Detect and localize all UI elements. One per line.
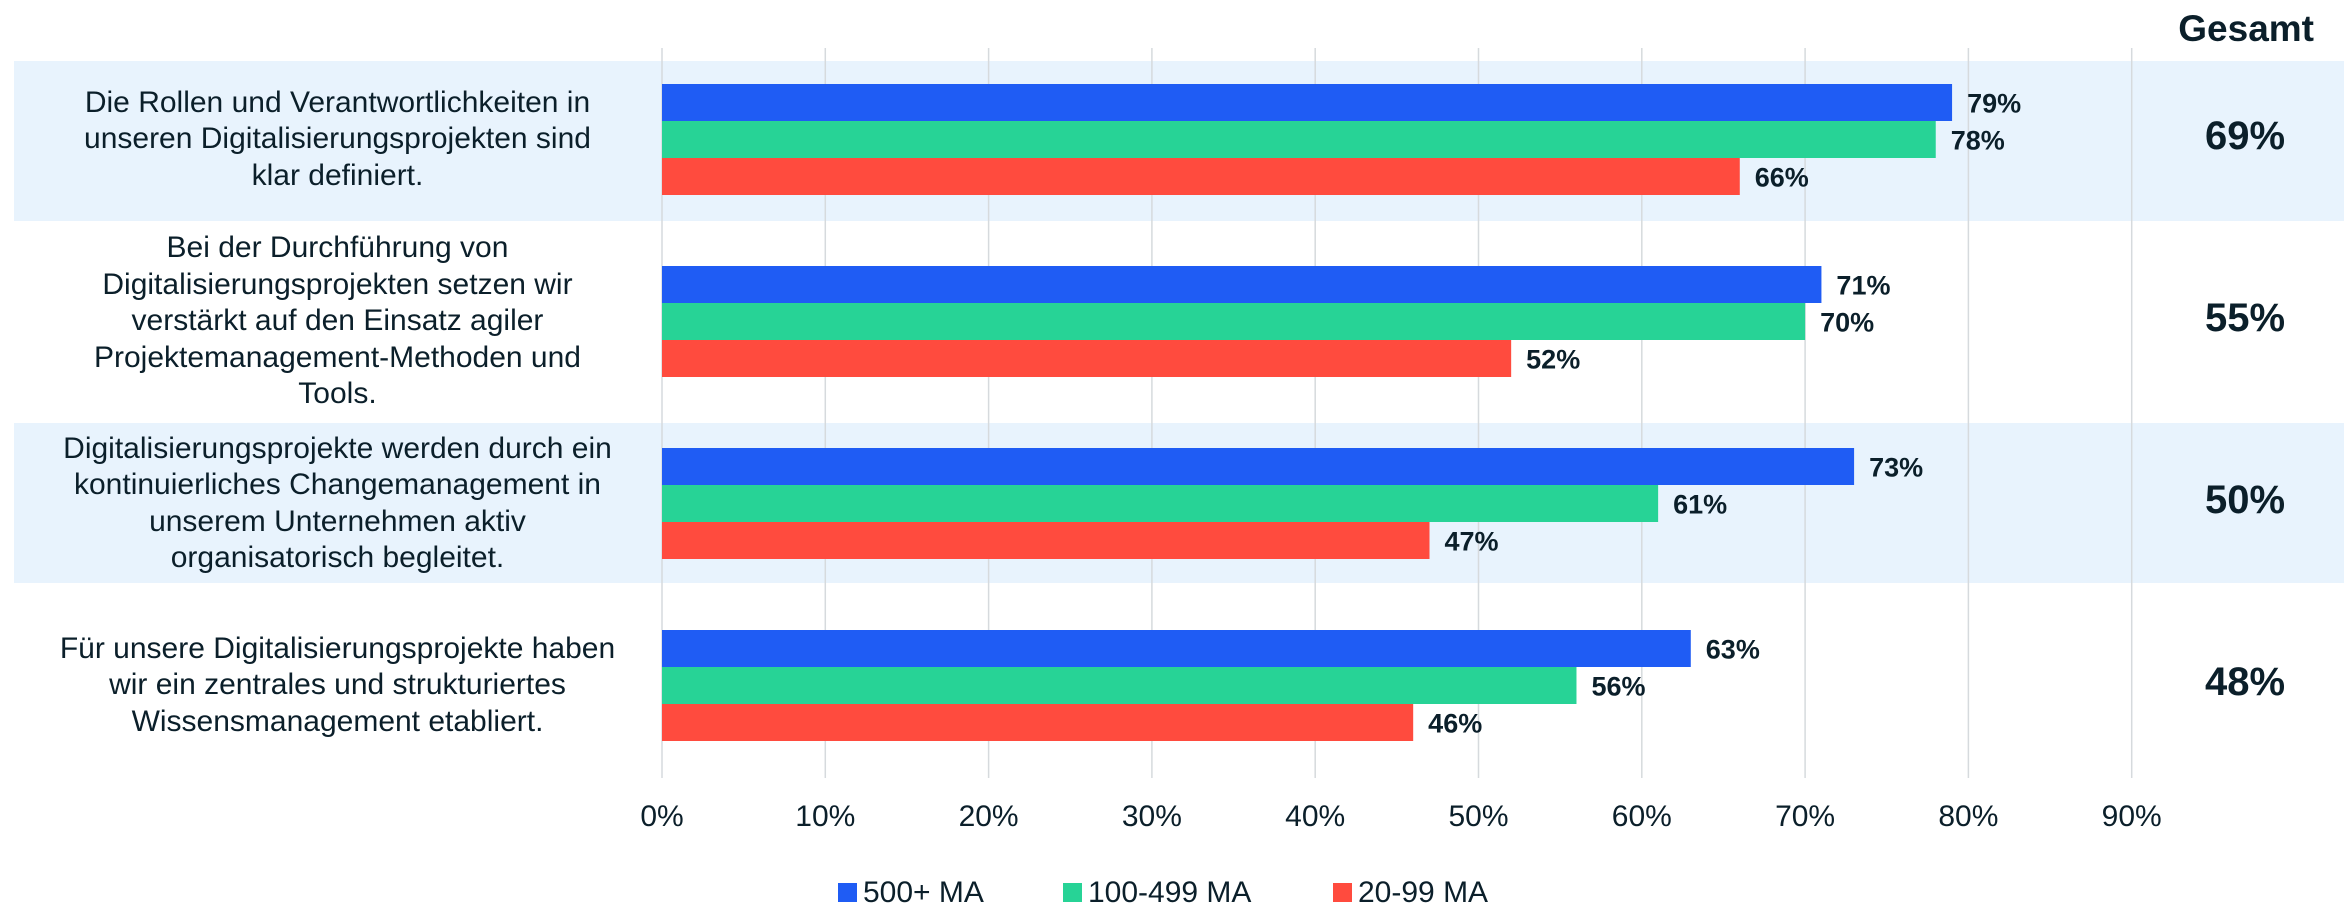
- category-label-line: wir ein zentrales und strukturiertes: [109, 668, 566, 702]
- bar-1-3: [662, 158, 1740, 195]
- bar-2-1: [662, 266, 1822, 303]
- legend-swatch: [1333, 883, 1352, 902]
- category-label-line: Für unsere Digitalisierungsprojekte habe…: [59, 631, 616, 665]
- x-tick-label: 40%: [1285, 800, 1345, 833]
- data-label-4-1: 63%: [1706, 635, 1760, 665]
- bar-4-3: [662, 704, 1414, 741]
- category-label-line: unseren Digitalisierungsprojekten sind: [84, 122, 591, 156]
- category-label-line: Die Rollen und Verantwortlichkeiten in: [84, 85, 591, 119]
- category-label-line: verstärkt auf den Einsatz agiler: [131, 304, 544, 338]
- bar-2-2: [662, 303, 1806, 340]
- category-label-line: Digitalisierungsprojekte werden durch ei…: [63, 431, 612, 465]
- x-tick-label: 20%: [959, 800, 1019, 833]
- x-tick-label: 60%: [1612, 800, 1672, 833]
- category-label-line: Digitalisierungsprojekten setzen wir: [102, 267, 573, 301]
- bar-2-3: [662, 340, 1512, 377]
- x-tick-label: 50%: [1448, 800, 1508, 833]
- total-header: Gesamt: [2178, 8, 2314, 49]
- legend-label: 100-499 MA: [1088, 875, 1252, 909]
- data-label-2-2: 70%: [1820, 308, 1874, 338]
- x-tick-label: 0%: [640, 800, 683, 833]
- total-value: 48%: [2204, 659, 2286, 704]
- data-label-2-1: 71%: [1836, 271, 1890, 301]
- total-value: 69%: [2204, 113, 2286, 158]
- category-label: Digitalisierungsprojekte werden durch ei…: [40, 431, 635, 577]
- bar-3-3: [662, 522, 1430, 559]
- data-label-1-2: 78%: [1951, 126, 2005, 156]
- total-value: 55%: [2204, 295, 2286, 340]
- category-label: Bei der Durchführung von Digitalisierungs…: [40, 230, 635, 413]
- legend-item: 500+ MA: [838, 876, 984, 909]
- legend-swatch: [1063, 883, 1082, 902]
- bar-1-1: [662, 84, 1953, 121]
- category-label-line: klar definiert.: [251, 158, 424, 192]
- data-label-3-3: 47%: [1445, 527, 1499, 557]
- category-label-line: kontinuierliches Changemanagement in: [73, 468, 601, 501]
- category-label-line: organisatorisch begleitet.: [170, 541, 505, 574]
- x-tick-label: 80%: [1938, 800, 1998, 833]
- legend-label: 20-99 MA: [1358, 875, 1489, 909]
- bar-3-1: [662, 448, 1855, 485]
- bar-3-2: [662, 485, 1659, 522]
- data-label-4-3: 46%: [1428, 709, 1482, 739]
- data-label-1-1: 79%: [1967, 89, 2021, 119]
- category-label: Die Rollen und Verantwortlichkeiten in un…: [40, 85, 635, 195]
- x-tick-label: 90%: [2102, 800, 2162, 833]
- data-label-1-3: 66%: [1755, 163, 1809, 193]
- legend-item: 20-99 MA: [1333, 876, 1488, 909]
- category-label-line: Projektemanagement-Methoden und: [94, 340, 581, 374]
- category-label-line: Tools.: [298, 377, 377, 411]
- category-label-line: unserem Unternehmen aktiv: [149, 504, 526, 538]
- total-value: 50%: [2204, 477, 2286, 522]
- x-tick-label: 70%: [1775, 800, 1835, 833]
- category-label-line: Wissensmanagement etabliert.: [131, 704, 544, 738]
- data-label-4-2: 56%: [1591, 672, 1645, 702]
- legend: 500+ MA 100-499 MA 20-99 MA: [0, 876, 2344, 909]
- legend-swatch: [838, 883, 857, 902]
- category-label: Für unsere Digitalisierungsprojekte habe…: [40, 631, 635, 741]
- data-label-2-3: 52%: [1526, 345, 1580, 375]
- bar-4-2: [662, 667, 1577, 704]
- legend-label: 500+ MA: [863, 875, 984, 909]
- data-label-3-2: 61%: [1673, 490, 1727, 520]
- category-label-line: Bei der Durchführung von: [166, 231, 509, 265]
- x-tick-label: 30%: [1122, 800, 1182, 833]
- x-tick-label: 10%: [795, 800, 855, 833]
- bar-4-1: [662, 630, 1691, 667]
- bar-1-2: [662, 121, 1936, 158]
- legend-item: 100-499 MA: [1063, 876, 1251, 909]
- data-label-3-1: 73%: [1869, 453, 1923, 483]
